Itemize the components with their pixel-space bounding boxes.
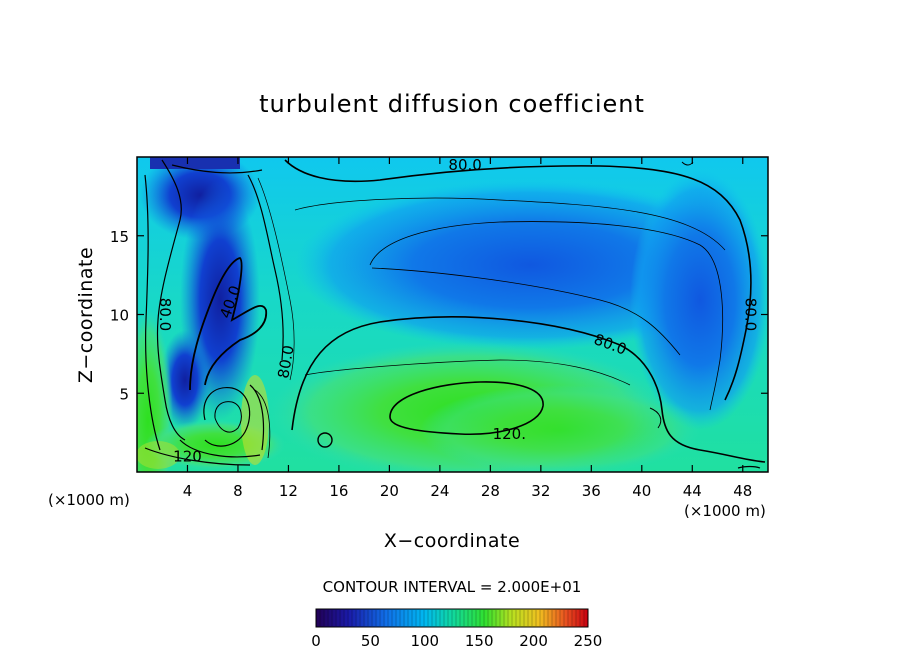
heatmap-field — [137, 157, 768, 472]
x-tick-label: 12 — [279, 482, 298, 500]
x-tick-label: 20 — [380, 482, 399, 500]
x-tick-label: 4 — [183, 482, 193, 500]
contour-label: 120 — [173, 447, 202, 465]
contour-interval-label: CONTOUR INTERVAL = 2.000E+01 — [323, 578, 582, 596]
x-axis-label: X−coordinate — [384, 530, 520, 552]
y-tick-label: 5 — [119, 385, 129, 403]
contour-label: 80.0 — [274, 344, 298, 380]
colorbar-tick-label: 50 — [361, 632, 380, 650]
x-tick-label: 44 — [683, 482, 702, 500]
colorbar-tick-labels: 0 50 100 150 200 250 — [311, 632, 602, 650]
x-tick-label: 40 — [632, 482, 651, 500]
colorbar: 0 50 100 150 200 250 — [311, 608, 602, 650]
colorbar-tick-label: 100 — [410, 632, 439, 650]
contour-lines — [144, 159, 766, 469]
x-tick-label: 24 — [430, 482, 449, 500]
colorbar-tick-label: 250 — [574, 632, 603, 650]
colorbar-stripes — [319, 610, 585, 626]
y-tick-label: 15 — [110, 228, 129, 246]
x-axis-ticks: 4 8 12 16 20 24 28 32 36 40 44 48 — [183, 157, 752, 500]
y-axis-label: Z−coordinate — [75, 247, 97, 383]
contour-label: 80.0 — [156, 298, 174, 331]
x-tick-label: 48 — [733, 482, 752, 500]
x-tick-label: 36 — [582, 482, 601, 500]
colorbar-tick-label: 150 — [465, 632, 494, 650]
contour-label: 80.0 — [448, 156, 481, 174]
colorbar-tick-label: 200 — [519, 632, 548, 650]
x-tick-label: 16 — [329, 482, 348, 500]
chart-title: turbulent diffusion coefficient — [259, 90, 645, 118]
x-unit-left-label: (×1000 m) — [48, 491, 130, 509]
contour-label: 120. — [493, 425, 526, 443]
contour-label: 80.0 — [741, 298, 759, 331]
x-unit-right-label: (×1000 m) — [684, 502, 766, 520]
colorbar-tick-label: 0 — [311, 632, 321, 650]
y-axis-ticks: 5 10 15 — [110, 228, 768, 403]
x-tick-label: 28 — [481, 482, 500, 500]
x-tick-label: 8 — [233, 482, 243, 500]
y-tick-label: 10 — [110, 307, 129, 325]
x-tick-label: 32 — [531, 482, 550, 500]
